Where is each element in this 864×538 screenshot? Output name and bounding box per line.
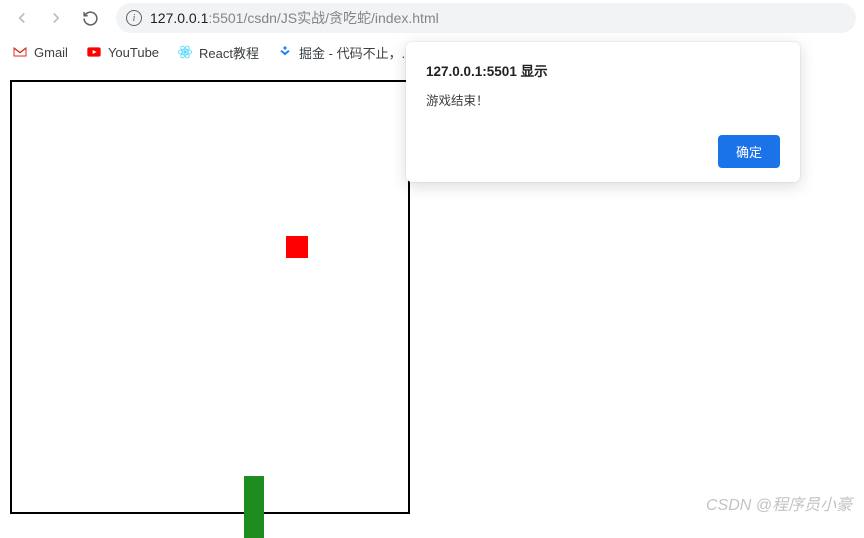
bookmark-juejin[interactable]: 掘金 - 代码不止，... — [277, 43, 412, 62]
url-text: 127.0.0.1:5501/csdn/JS实战/贪吃蛇/index.html — [150, 8, 439, 28]
reload-button[interactable] — [76, 4, 104, 32]
juejin-icon — [277, 44, 293, 60]
address-bar[interactable]: i 127.0.0.1:5501/csdn/JS实战/贪吃蛇/index.htm… — [116, 3, 856, 33]
alert-dialog: 127.0.0.1:5501 显示 游戏结束！ 确定 — [406, 42, 800, 182]
bookmark-label: YouTube — [108, 45, 159, 60]
bookmark-youtube[interactable]: YouTube — [86, 44, 159, 60]
site-info-icon[interactable]: i — [126, 10, 142, 26]
snake-segment — [244, 496, 264, 516]
snake-segment — [244, 516, 264, 538]
bookmark-label: 掘金 - 代码不止，... — [299, 43, 412, 62]
gmail-icon — [12, 44, 28, 60]
react-icon — [177, 44, 193, 60]
url-path: /csdn/JS实战/贪吃蛇/index.html — [243, 10, 438, 26]
ok-button[interactable]: 确定 — [718, 135, 780, 168]
food — [286, 236, 308, 258]
url-host: 127.0.0.1 — [150, 10, 208, 26]
alert-actions: 确定 — [426, 135, 780, 168]
browser-toolbar: i 127.0.0.1:5501/csdn/JS实战/贪吃蛇/index.htm… — [0, 0, 864, 36]
alert-message: 游戏结束！ — [426, 90, 780, 109]
bookmark-gmail[interactable]: Gmail — [12, 44, 68, 60]
bookmark-label: React教程 — [199, 43, 259, 62]
game-board — [10, 80, 410, 514]
back-button[interactable] — [8, 4, 36, 32]
url-port: :5501 — [208, 10, 243, 26]
snake-segment — [244, 476, 264, 496]
bookmark-react[interactable]: React教程 — [177, 43, 259, 62]
youtube-icon — [86, 44, 102, 60]
alert-title: 127.0.0.1:5501 显示 — [426, 60, 780, 80]
bookmark-label: Gmail — [34, 45, 68, 60]
forward-button[interactable] — [42, 4, 70, 32]
